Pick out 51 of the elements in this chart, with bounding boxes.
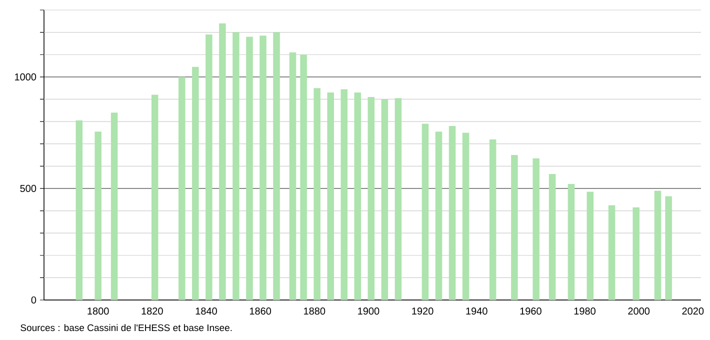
bar <box>232 32 240 300</box>
bar <box>654 190 662 300</box>
bar <box>511 155 518 300</box>
x-tick-label: 1840 <box>196 308 217 315</box>
source-note: Sources : base Cassini de l'EHESS et base Insee. <box>20 324 232 332</box>
x-tick-label: 1800 <box>88 308 109 315</box>
x-tick-label: 1960 <box>520 308 542 315</box>
bar <box>394 98 402 300</box>
bar <box>246 36 253 300</box>
bar <box>632 207 640 300</box>
x-tick-label: 1940 <box>466 308 488 315</box>
bar <box>354 92 362 300</box>
y-tick-label: 0 <box>31 296 36 304</box>
bar <box>206 34 212 300</box>
bar <box>586 192 594 300</box>
bar <box>435 132 442 300</box>
x-tick-label: 1820 <box>142 308 163 315</box>
bar <box>327 92 334 300</box>
bar <box>300 54 307 300</box>
bar <box>94 132 102 300</box>
bar <box>289 52 296 300</box>
x-tick-label: 1860 <box>250 308 272 315</box>
x-tick-label: 2020 <box>682 308 704 315</box>
bar <box>448 126 456 300</box>
x-tick-label: 1980 <box>574 308 596 315</box>
bar <box>608 205 616 300</box>
bar <box>151 94 158 300</box>
bar <box>548 174 556 300</box>
bar <box>665 196 672 300</box>
bar <box>368 97 375 300</box>
bar <box>178 76 186 300</box>
bar <box>422 124 429 300</box>
x-tick-label: 1900 <box>358 308 380 315</box>
bar <box>260 36 266 300</box>
bar <box>568 184 575 300</box>
bar <box>76 120 83 300</box>
y-tick-label: 500 <box>20 184 36 192</box>
bar <box>532 158 540 300</box>
bar <box>219 23 226 300</box>
y-tick-label: 1000 <box>15 73 36 80</box>
bar <box>489 139 496 300</box>
bar <box>314 88 320 300</box>
bar <box>192 66 199 300</box>
bar <box>110 112 118 300</box>
bar <box>273 32 280 300</box>
bar <box>462 132 470 300</box>
x-tick-label: 2000 <box>628 308 650 315</box>
x-tick-label: 1920 <box>412 308 434 315</box>
x-tick-label: 1880 <box>304 308 326 315</box>
bar <box>340 89 348 300</box>
bar <box>381 99 388 300</box>
